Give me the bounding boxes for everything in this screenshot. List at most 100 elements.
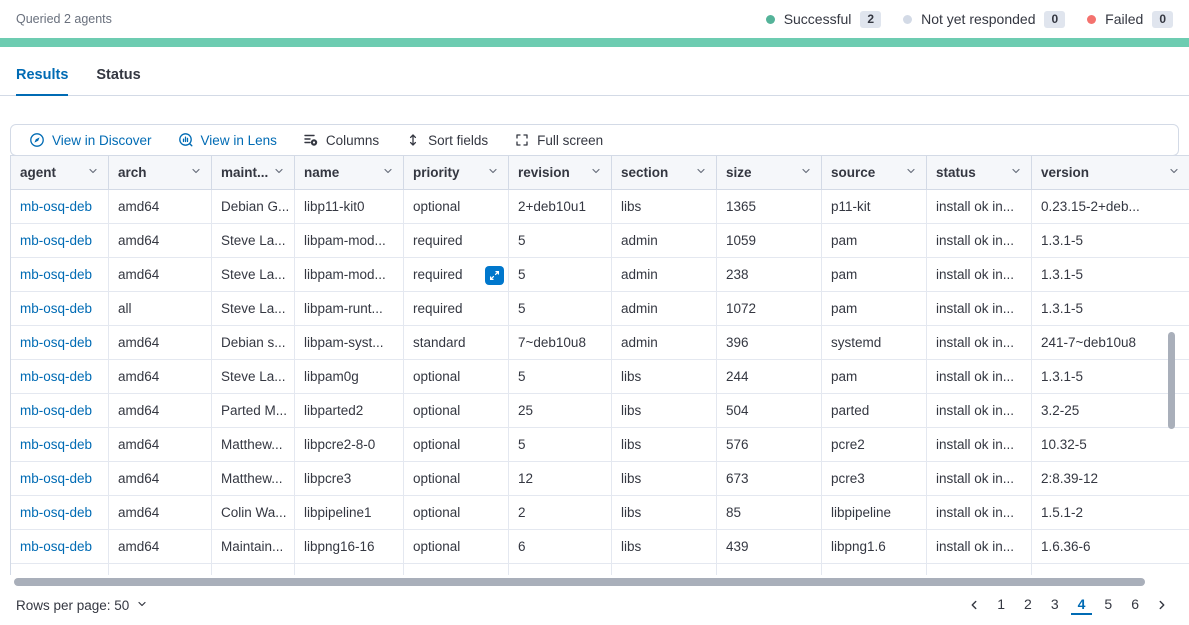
- table-cell[interactable]: required: [404, 292, 509, 326]
- table-cell[interactable]: 7~deb10u8: [509, 326, 612, 360]
- table-cell[interactable]: admin: [612, 326, 717, 360]
- table-cell[interactable]: libs: [612, 360, 717, 394]
- table-cell[interactable]: libp11-kit0: [295, 190, 404, 224]
- table-cell[interactable]: libs: [612, 462, 717, 496]
- table-cell[interactable]: admin: [612, 258, 717, 292]
- table-cell[interactable]: Parted M...: [212, 394, 295, 428]
- view-in-discover-button[interactable]: View in Discover: [29, 132, 152, 148]
- table-cell[interactable]: Matthew...: [212, 428, 295, 462]
- table-cell[interactable]: pam: [822, 258, 927, 292]
- table-cell[interactable]: 6: [509, 530, 612, 564]
- table-cell[interactable]: 5: [509, 360, 612, 394]
- tab-status[interactable]: Status: [96, 67, 141, 83]
- table-cell[interactable]: pam: [822, 224, 927, 258]
- column-header-arch[interactable]: arch: [109, 156, 212, 189]
- table-cell[interactable]: 5: [509, 292, 612, 326]
- table-cell[interactable]: 504: [717, 394, 822, 428]
- table-cell[interactable]: install ok in...: [927, 190, 1032, 224]
- table-cell[interactable]: libs: [612, 428, 717, 462]
- table-cell[interactable]: optional: [404, 462, 509, 496]
- table-cell[interactable]: libs: [612, 394, 717, 428]
- table-cell[interactable]: amd64: [109, 496, 212, 530]
- table-cell[interactable]: libpcre3: [295, 462, 404, 496]
- table-cell[interactable]: p11-kit: [822, 190, 927, 224]
- table-cell[interactable]: install ok in...: [927, 428, 1032, 462]
- table-cell[interactable]: admin: [612, 224, 717, 258]
- agent-link[interactable]: mb-osq-deb: [11, 462, 109, 496]
- horizontal-scrollbar[interactable]: [14, 578, 1145, 586]
- table-cell[interactable]: libpam-syst...: [295, 326, 404, 360]
- table-cell[interactable]: required: [404, 258, 509, 292]
- table-cell[interactable]: optional: [404, 394, 509, 428]
- table-cell[interactable]: 244: [717, 360, 822, 394]
- page-button-6[interactable]: 6: [1131, 596, 1139, 612]
- table-cell[interactable]: install ok in...: [927, 394, 1032, 428]
- table-cell[interactable]: amd64: [109, 190, 212, 224]
- table-cell[interactable]: Steve La...: [212, 360, 295, 394]
- page-button-2[interactable]: 2: [1024, 596, 1032, 612]
- table-cell[interactable]: systemd: [822, 326, 927, 360]
- table-cell[interactable]: amd64: [109, 428, 212, 462]
- table-cell[interactable]: pcre3: [822, 462, 927, 496]
- table-cell[interactable]: 5: [509, 224, 612, 258]
- column-header-maint[interactable]: maint...: [212, 156, 295, 189]
- table-cell[interactable]: 1059: [717, 224, 822, 258]
- table-cell[interactable]: libpam-mod...: [295, 258, 404, 292]
- table-cell[interactable]: required: [404, 224, 509, 258]
- table-cell[interactable]: install ok in...: [927, 462, 1032, 496]
- agent-link[interactable]: mb-osq-deb: [11, 530, 109, 564]
- agent-link[interactable]: mb-osq-deb: [11, 224, 109, 258]
- table-cell[interactable]: Colin Wa...: [212, 496, 295, 530]
- column-header-status[interactable]: status: [927, 156, 1032, 189]
- agent-link[interactable]: mb-osq-deb: [11, 394, 109, 428]
- table-cell[interactable]: optional: [404, 360, 509, 394]
- table-cell[interactable]: optional: [404, 428, 509, 462]
- table-cell[interactable]: pam: [822, 360, 927, 394]
- table-cell[interactable]: 396: [717, 326, 822, 360]
- table-cell[interactable]: 576: [717, 428, 822, 462]
- table-cell[interactable]: install ok in...: [927, 360, 1032, 394]
- table-cell[interactable]: install ok in...: [927, 224, 1032, 258]
- table-cell[interactable]: 1.5.1-2: [1032, 496, 1189, 530]
- page-button-4[interactable]: 4: [1070, 595, 1093, 615]
- sort-fields-button[interactable]: Sort fields: [405, 132, 488, 148]
- table-cell[interactable]: install ok in...: [927, 496, 1032, 530]
- table-cell[interactable]: libpam-mod...: [295, 224, 404, 258]
- table-cell[interactable]: libpam0g: [295, 360, 404, 394]
- table-cell[interactable]: 12: [509, 462, 612, 496]
- table-cell[interactable]: 673: [717, 462, 822, 496]
- table-cell[interactable]: optional: [404, 530, 509, 564]
- table-cell[interactable]: install ok in...: [927, 292, 1032, 326]
- table-cell[interactable]: libs: [612, 496, 717, 530]
- table-cell[interactable]: amd64: [109, 530, 212, 564]
- table-cell[interactable]: install ok in...: [927, 258, 1032, 292]
- column-header-revision[interactable]: revision: [509, 156, 612, 189]
- agent-link[interactable]: mb-osq-deb: [11, 496, 109, 530]
- table-cell[interactable]: libpng1.6: [822, 530, 927, 564]
- vertical-scrollbar[interactable]: [1168, 332, 1175, 429]
- table-cell[interactable]: 5: [509, 428, 612, 462]
- table-cell[interactable]: libs: [612, 530, 717, 564]
- table-cell[interactable]: 1.3.1-5: [1032, 258, 1189, 292]
- table-cell[interactable]: admin: [612, 292, 717, 326]
- table-cell[interactable]: Steve La...: [212, 224, 295, 258]
- table-cell[interactable]: amd64: [109, 258, 212, 292]
- table-cell[interactable]: Steve La...: [212, 258, 295, 292]
- table-cell[interactable]: 2: [509, 496, 612, 530]
- table-cell[interactable]: 0.23.15-2+deb...: [1032, 190, 1189, 224]
- table-cell[interactable]: 1365: [717, 190, 822, 224]
- table-cell[interactable]: libpam-runt...: [295, 292, 404, 326]
- table-cell[interactable]: parted: [822, 394, 927, 428]
- table-cell[interactable]: amd64: [109, 326, 212, 360]
- table-cell[interactable]: amd64: [109, 224, 212, 258]
- table-cell[interactable]: pam: [822, 292, 927, 326]
- table-cell[interactable]: 2+deb10u1: [509, 190, 612, 224]
- page-button-1[interactable]: 1: [997, 596, 1006, 612]
- agent-link[interactable]: mb-osq-deb: [11, 258, 109, 292]
- table-cell[interactable]: 1.3.1-5: [1032, 224, 1189, 258]
- agent-link[interactable]: mb-osq-deb: [11, 326, 109, 360]
- table-cell[interactable]: 238: [717, 258, 822, 292]
- table-cell[interactable]: libparted2: [295, 394, 404, 428]
- table-cell[interactable]: 1.3.1-5: [1032, 292, 1189, 326]
- table-cell[interactable]: 2:8.39-12: [1032, 462, 1189, 496]
